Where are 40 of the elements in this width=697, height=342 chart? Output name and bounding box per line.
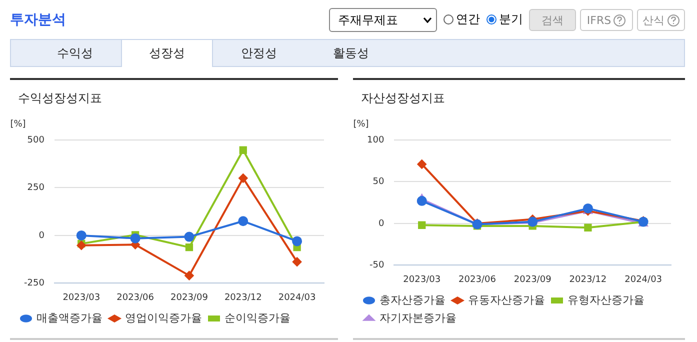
y-tick-label: 500 xyxy=(27,135,45,146)
y-tick-label: 250 xyxy=(27,183,45,194)
y-tick-label: -50 xyxy=(369,260,384,271)
legend-label: 순이익증가율 xyxy=(224,311,290,324)
y-tick-label: 100 xyxy=(366,135,384,146)
x-tick-label: 2024/03 xyxy=(278,292,316,303)
text: 활동성 xyxy=(332,44,370,62)
x-tick-label: 2023/03 xyxy=(62,292,100,303)
legend-label: 유형자산증가율 xyxy=(568,293,644,306)
legend-label: 자기자본증가율 xyxy=(380,311,456,324)
text: 검색 xyxy=(529,9,576,31)
y-tick-label: -250 xyxy=(24,278,45,289)
x-tick-label: 2023/06 xyxy=(458,274,496,285)
text: 수익성 xyxy=(56,44,94,62)
text: 안정성 xyxy=(240,44,278,62)
y-axis-title: [%] xyxy=(10,119,26,130)
text: 산식 xyxy=(637,9,685,31)
text: 주재무제표 xyxy=(338,12,398,28)
x-tick-label: 2023/12 xyxy=(569,274,607,285)
legend-label: 영업이익증가율 xyxy=(125,311,202,324)
x-tick-label: 2023/09 xyxy=(514,274,552,285)
chart-title: 수익성장성지표 xyxy=(18,90,102,107)
text: IFRS xyxy=(580,9,633,31)
chart-title: 자산성장성지표 xyxy=(361,90,445,107)
text: 투자분석 xyxy=(10,11,66,29)
x-tick-label: 2023/03 xyxy=(403,274,441,285)
y-tick-label: 50 xyxy=(372,177,384,188)
x-tick-label: 2023/06 xyxy=(116,292,154,303)
y-tick-label: 0 xyxy=(38,230,45,241)
y-axis-title: [%] xyxy=(353,119,369,130)
text: 분기 xyxy=(499,11,523,28)
text: 성장성 xyxy=(121,39,213,67)
legend-label: 총자산증가율 xyxy=(380,293,446,306)
legend-label: 유동자산증가율 xyxy=(468,293,545,306)
x-tick-label: 2023/12 xyxy=(224,292,262,303)
legend-label: 매출액증가율 xyxy=(36,311,102,324)
y-tick-label: 0 xyxy=(378,218,384,229)
text: 연간 xyxy=(456,11,480,28)
x-tick-label: 2023/09 xyxy=(170,292,208,303)
x-tick-label: 2024/03 xyxy=(624,274,662,285)
